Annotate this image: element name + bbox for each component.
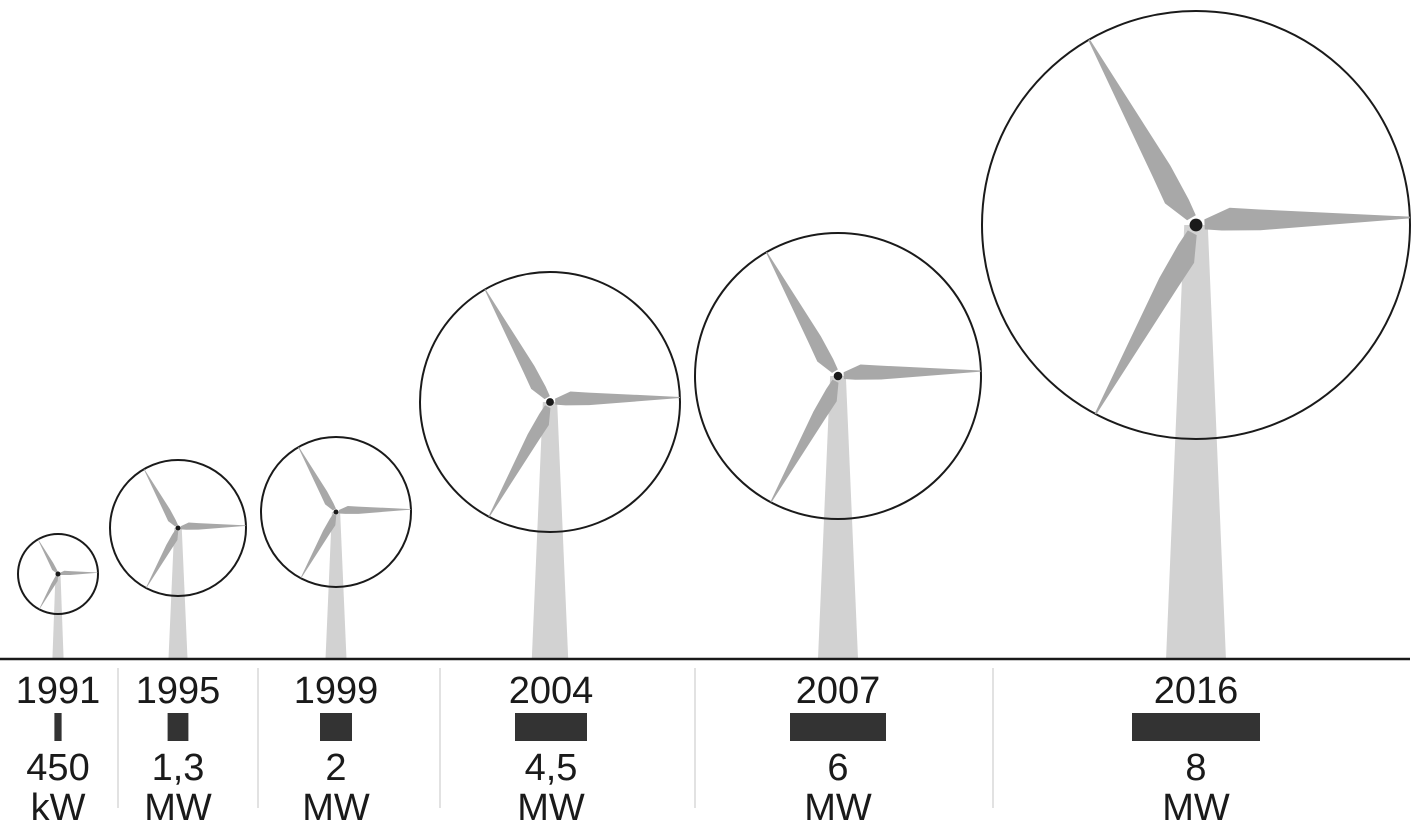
turbine-1991 <box>17 533 99 659</box>
turbine-2016 <box>981 10 1411 659</box>
power-value: 8 <box>1185 747 1206 789</box>
tower <box>1166 225 1226 659</box>
blade <box>338 505 411 514</box>
hub <box>333 509 339 515</box>
year-label: 1999 <box>294 670 379 712</box>
hub <box>546 398 554 406</box>
blade <box>1088 39 1196 221</box>
power-value: 450 <box>26 747 89 789</box>
power-unit: MW <box>517 787 585 829</box>
blade <box>145 529 179 589</box>
year-label: 1991 <box>16 670 101 712</box>
power-unit: MW <box>804 787 872 829</box>
blade <box>1094 230 1197 415</box>
power-unit: kW <box>31 787 86 829</box>
hub <box>55 571 61 577</box>
blade <box>180 522 246 530</box>
turbine-2004 <box>419 271 681 659</box>
power-unit: MW <box>144 787 212 829</box>
rotor-circle <box>694 232 982 520</box>
tower <box>168 528 188 659</box>
rotor-circle <box>419 271 681 533</box>
turbine-1995 <box>109 459 247 659</box>
year-label: 1995 <box>136 670 221 712</box>
blade <box>484 289 550 400</box>
blade <box>1204 207 1410 231</box>
power-bar <box>515 713 587 741</box>
turbine-2007 <box>694 232 982 659</box>
blade <box>300 513 337 579</box>
blade <box>143 468 178 527</box>
year-label: 2016 <box>1154 670 1239 712</box>
blade <box>766 251 838 373</box>
blade <box>555 391 680 406</box>
power-value: 1,3 <box>152 747 205 789</box>
blade <box>298 446 336 511</box>
rotor-circle <box>109 459 247 597</box>
tower <box>52 574 64 659</box>
power-bar <box>54 713 62 741</box>
blade <box>39 574 59 610</box>
power-value: 4,5 <box>525 747 578 789</box>
power-value: 2 <box>325 747 346 789</box>
power-unit: MW <box>1162 787 1230 829</box>
power-unit: MW <box>302 787 370 829</box>
turbine-1999 <box>260 436 412 659</box>
tower <box>817 376 859 659</box>
power-value: 6 <box>827 747 848 789</box>
hub <box>833 371 843 381</box>
rotor-circle <box>17 533 99 615</box>
column-dividers <box>117 668 994 808</box>
tower <box>325 512 347 659</box>
hub <box>175 525 181 531</box>
power-bar <box>167 713 189 741</box>
labels-group: 1991450kW19951,3MW19992MW20044,5MW20076M… <box>16 670 1260 829</box>
rotor-circle <box>981 10 1411 440</box>
power-bar <box>1132 713 1260 741</box>
blade <box>59 570 98 576</box>
turbines-group <box>17 10 1411 659</box>
tower <box>531 402 569 659</box>
blade <box>488 405 551 518</box>
power-bar <box>320 713 352 741</box>
power-bar <box>790 713 886 741</box>
blade <box>37 539 58 574</box>
year-label: 2007 <box>796 670 881 712</box>
hub <box>1189 218 1203 232</box>
blade <box>770 379 839 503</box>
blade <box>843 364 981 380</box>
rotor-circle <box>260 436 412 588</box>
year-label: 2004 <box>509 670 594 712</box>
